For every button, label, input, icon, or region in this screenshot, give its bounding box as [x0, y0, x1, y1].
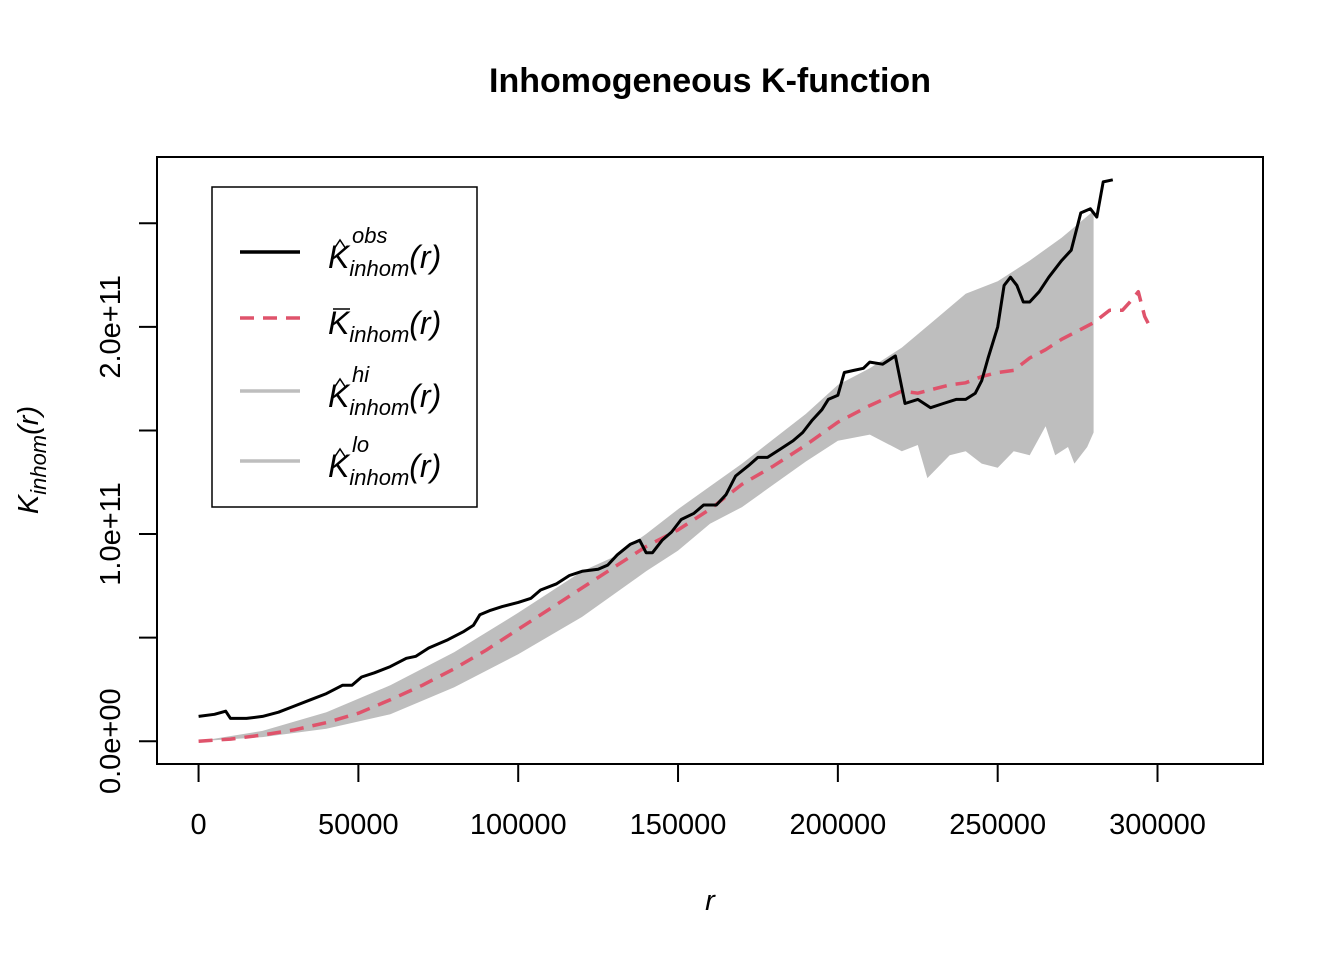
legend-sup-hi: hi — [352, 362, 370, 387]
legend-sup-lo: lo — [352, 432, 369, 457]
legend-box — [211, 186, 478, 508]
series-line-obs — [198, 178, 1114, 720]
legend-hat-obs — [333, 238, 347, 250]
legend-label-theo: Kinhom(r) — [328, 305, 441, 347]
x-tick-label: 300000 — [1109, 809, 1206, 841]
x-axis-label: r — [705, 885, 716, 917]
svg-text:Kinhom(r): Kinhom(r) — [13, 406, 51, 514]
legend-label-hi: Kinhom(r) — [328, 378, 441, 420]
legend-sup-obs: obs — [352, 223, 387, 248]
y-axis-label-arg: (r) — [13, 406, 45, 435]
y-tick-label: 0.0e+00 — [95, 688, 127, 794]
y-tick-label: 1.0e+11 — [95, 482, 127, 585]
x-tick-label: 250000 — [949, 809, 1046, 841]
x-tick-label: 100000 — [470, 809, 567, 841]
series-line-theo — [198, 289, 1153, 743]
x-axis: 0 50000 100000 150000 200000 250000 300000 — [190, 763, 1206, 841]
y-axis-label: Kinhom(r) — [13, 406, 51, 514]
x-tick-label: 0 — [190, 809, 206, 841]
y-axis-label-sub: inhom — [26, 435, 51, 495]
legend-hat-lo — [333, 447, 347, 459]
x-tick-label: 50000 — [318, 809, 399, 841]
x-tick-label: 200000 — [789, 809, 886, 841]
y-axis: 0.0e+00 1.0e+11 2.0e+11 — [95, 222, 158, 794]
chart-title: Inhomogeneous K-function — [489, 62, 931, 100]
legend-hat-hi — [333, 377, 347, 389]
x-tick-label: 150000 — [630, 809, 727, 841]
legend: Kinhom(r)obsKinhom(r)Kinhom(r)hiKinhom(r… — [211, 186, 478, 508]
series-layer — [198, 178, 1153, 743]
y-axis-label-main: K — [13, 493, 45, 514]
y-tick-label: 2.0e+11 — [95, 275, 127, 378]
